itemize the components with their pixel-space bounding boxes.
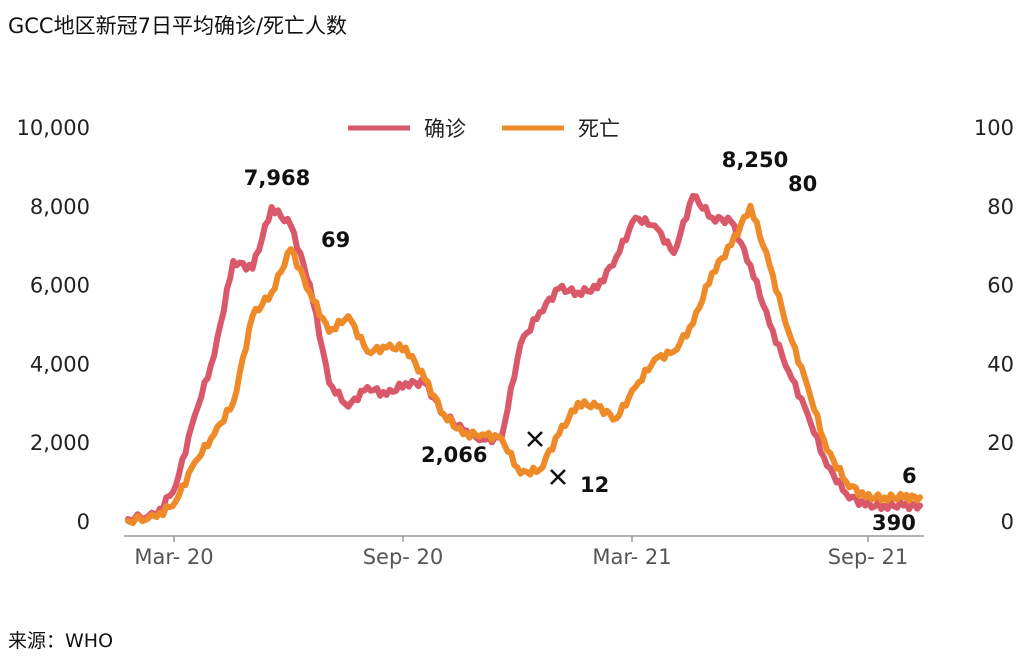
legend: 确诊 死亡 <box>348 117 620 141</box>
x-tick-label: Mar- 20 <box>134 545 213 569</box>
source-note: 来源：WHO <box>8 630 114 652</box>
legend-label-cases: 确诊 <box>424 117 466 141</box>
x-marker <box>550 469 566 485</box>
data-label: 80 <box>788 172 817 196</box>
legend-label-deaths: 死亡 <box>578 117 620 141</box>
data-label: 2,066 <box>421 443 487 467</box>
y-axis-right: 0 20 40 60 80 100 <box>974 116 1014 534</box>
y-right-tick-label: 0 <box>1001 510 1014 534</box>
y-left-tick-label: 4,000 <box>30 352 90 376</box>
data-label: 390 <box>872 511 916 535</box>
x-tick-label: Mar- 21 <box>592 545 671 569</box>
x-tick-label: Sep- 20 <box>363 545 444 569</box>
deaths-line <box>125 202 923 526</box>
x-tick-label: Sep- 21 <box>828 545 909 569</box>
y-right-tick-label: 80 <box>987 195 1014 219</box>
y-left-tick-label: 2,000 <box>30 431 90 455</box>
x-marker <box>527 431 543 447</box>
y-right-tick-label: 100 <box>974 116 1014 140</box>
y-left-tick-label: 8,000 <box>30 195 90 219</box>
y-right-tick-label: 40 <box>987 352 1014 376</box>
data-label: 6 <box>902 464 917 488</box>
y-right-tick-label: 60 <box>987 274 1014 298</box>
data-label: 7,968 <box>244 166 310 190</box>
y-axis-left: 0 2,000 4,000 6,000 8,000 10,000 <box>17 116 90 534</box>
y-right-tick-label: 20 <box>987 431 1014 455</box>
y-left-tick-label: 10,000 <box>17 116 90 140</box>
data-label: 12 <box>580 473 609 497</box>
data-label: 8,250 <box>722 148 788 172</box>
chart-title: GCC地区新冠7日平均确诊/死亡人数 <box>8 14 348 38</box>
x-axis: Mar- 20 Sep- 20 Mar- 21 Sep- 21 <box>134 536 908 569</box>
y-left-tick-label: 0 <box>77 510 90 534</box>
y-left-tick-label: 6,000 <box>30 274 90 298</box>
series-lines <box>125 193 923 526</box>
cases-line <box>125 193 923 524</box>
data-label: 69 <box>321 228 350 252</box>
